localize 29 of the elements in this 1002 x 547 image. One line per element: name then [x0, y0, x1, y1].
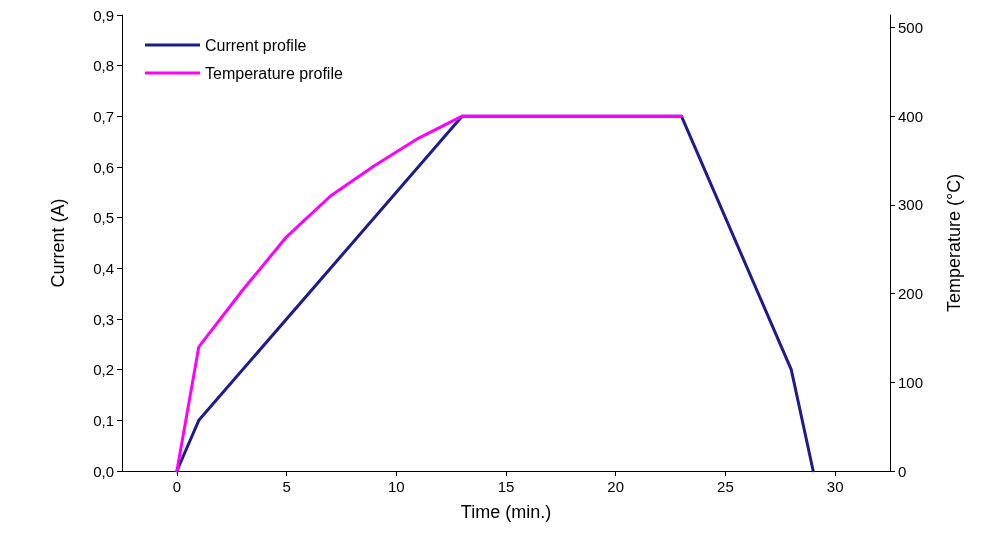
- y2-tick-label: 100: [898, 373, 924, 391]
- y-tick-label: 0,7: [93, 107, 114, 125]
- y-tick-label: 0,5: [93, 209, 114, 227]
- y-tick-label: 0,0: [93, 462, 114, 480]
- x-tick-label: 10: [387, 478, 405, 495]
- y-tick-label: 0,6: [93, 158, 114, 176]
- y-tick-label: 0,3: [93, 310, 114, 328]
- legend-label: Current profile: [205, 36, 307, 54]
- y-tick-label: 0,2: [93, 361, 114, 379]
- y2-tick-label: 0: [898, 462, 907, 480]
- y2-axis-title: Temperature (°C): [944, 173, 964, 313]
- y2-tick-label: 500: [898, 18, 924, 36]
- x-tick-label: 5: [282, 478, 291, 495]
- x-axis-title: Time (min.): [460, 502, 552, 522]
- legend-label: Temperature profile: [205, 64, 343, 82]
- y2-tick-label: 200: [898, 285, 924, 303]
- y2-tick-label: 300: [898, 196, 924, 214]
- x-tick-label: 0: [172, 478, 182, 495]
- y-tick-label: 0,8: [93, 57, 114, 75]
- y-tick-label: 0,4: [93, 259, 114, 277]
- line-series: [175, 114, 684, 473]
- x-tick-label: 25: [717, 478, 734, 495]
- y-tick-label: 0,1: [93, 411, 114, 429]
- y-axis-title: Current (A): [48, 198, 68, 288]
- x-tick-label: 30: [826, 478, 844, 495]
- x-tick-label: 20: [607, 478, 625, 495]
- x-tick-label: 15: [497, 478, 515, 495]
- y-tick-label: 0,9: [93, 6, 114, 24]
- y2-tick-label: 400: [898, 107, 924, 125]
